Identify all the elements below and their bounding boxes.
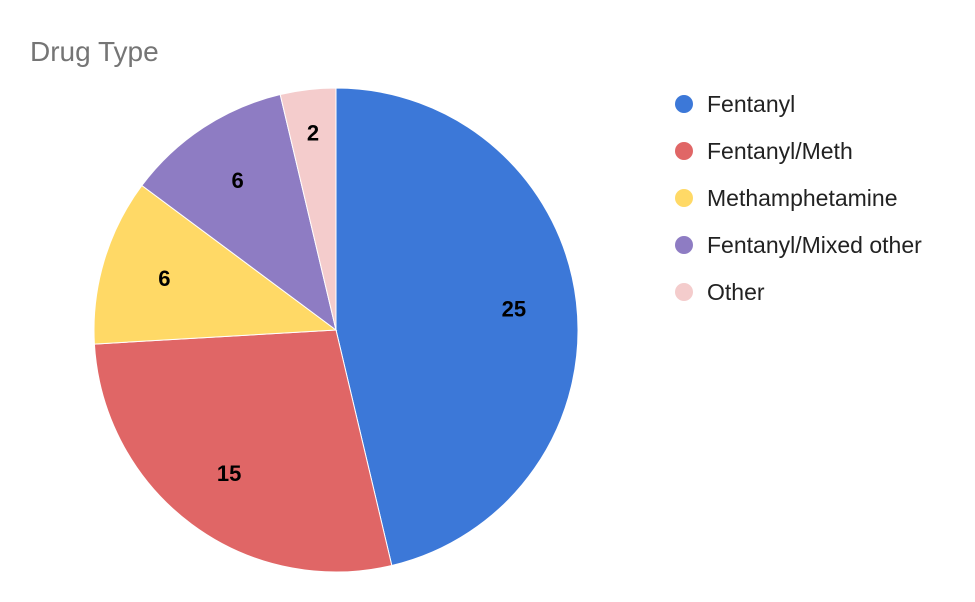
legend-label-other: Other — [707, 279, 765, 305]
slice-value-label-fentanyl-meth: 15 — [217, 461, 241, 486]
legend-label-methamphetamine: Methamphetamine — [707, 185, 898, 211]
legend-label-fentanyl: Fentanyl — [707, 91, 795, 117]
legend-label-fentanyl-mixed-other: Fentanyl/Mixed other — [707, 232, 922, 258]
legend-marker-fentanyl — [675, 95, 693, 113]
pie-slice-fentanyl-mixed-other — [141, 93, 337, 332]
pie-slice-fentanyl-meth — [93, 329, 393, 573]
pie-slices — [93, 87, 579, 573]
legend-item-fentanyl-meth: Fentanyl/Meth — [675, 138, 853, 164]
legend-item-methamphetamine: Methamphetamine — [675, 185, 898, 211]
legend-marker-methamphetamine — [675, 189, 693, 207]
pie-slice-other — [279, 87, 337, 331]
legend-marker-fentanyl-mixed-other — [675, 236, 693, 254]
slice-value-label-other: 2 — [307, 120, 319, 145]
legend-label-fentanyl-meth: Fentanyl/Meth — [707, 138, 853, 164]
slice-value-label-methamphetamine: 6 — [158, 266, 170, 291]
slice-labels: 25 15 6 6 2 — [158, 120, 526, 486]
pie-slice-fentanyl — [335, 87, 579, 567]
slice-value-label-fentanyl: 25 — [502, 297, 526, 322]
legend-item-other: Other — [675, 279, 765, 305]
legend-item-fentanyl: Fentanyl — [675, 91, 795, 117]
chart-title: Drug Type — [30, 36, 159, 67]
legend-item-fentanyl-mixed-other: Fentanyl/Mixed other — [675, 232, 922, 258]
legend-marker-other — [675, 283, 693, 301]
legend-marker-fentanyl-meth — [675, 142, 693, 160]
legend: Fentanyl Fentanyl/Meth Methamphetamine Fent… — [675, 91, 922, 305]
pie-slice-methamphetamine — [93, 184, 338, 345]
slice-value-label-fentanyl-mixed-other: 6 — [231, 168, 243, 193]
